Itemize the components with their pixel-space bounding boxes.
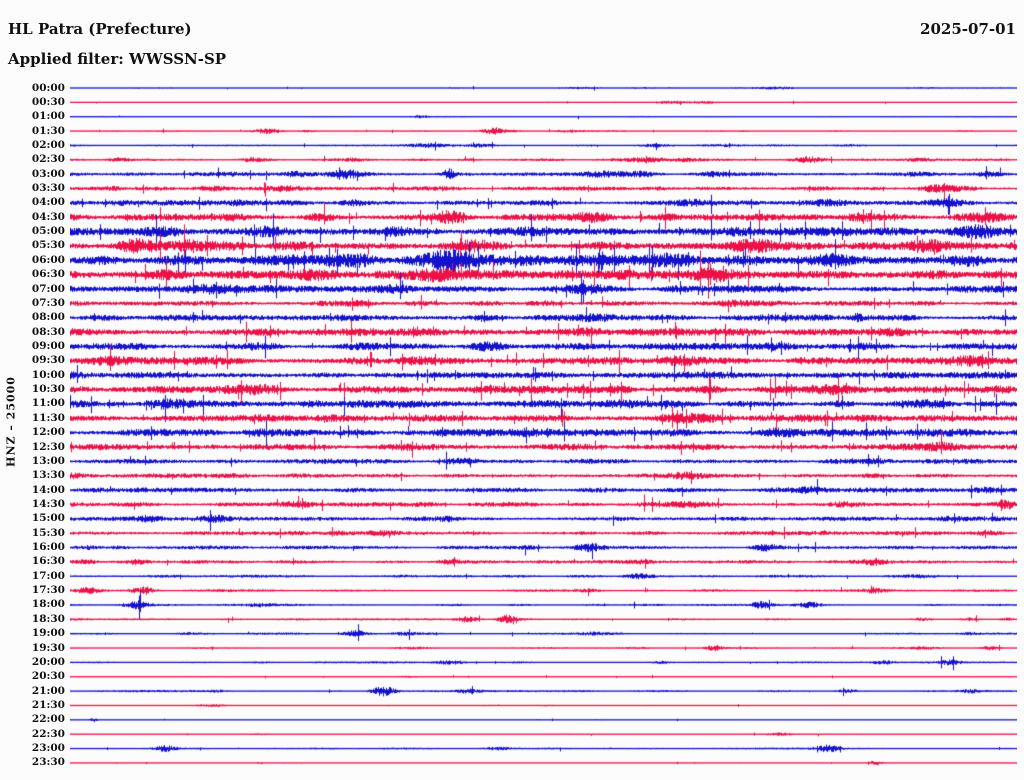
time-label-0730: 07:30 — [31, 296, 65, 309]
station-title: HL Patra (Prefecture) — [8, 20, 192, 38]
time-label-1000: 10:00 — [31, 368, 65, 381]
time-label-0930: 09:30 — [31, 354, 65, 367]
time-label-1400: 14:00 — [31, 483, 65, 496]
time-label-1530: 15:30 — [31, 526, 65, 539]
time-label-1330: 13:30 — [31, 469, 65, 482]
plot-date: 2025-07-01 — [920, 20, 1016, 38]
time-label-0500: 05:00 — [31, 225, 65, 238]
time-label-0400: 04:00 — [31, 196, 65, 209]
time-label-1830: 18:30 — [31, 612, 65, 625]
time-label-2330: 23:30 — [31, 756, 65, 769]
applied-filter-label: Applied filter: WWSSN-SP — [8, 50, 227, 68]
time-label-2100: 21:00 — [31, 684, 65, 697]
time-label-1730: 17:30 — [31, 584, 65, 597]
time-label-0630: 06:30 — [31, 268, 65, 281]
time-label-0830: 08:30 — [31, 325, 65, 338]
time-label-1030: 10:30 — [31, 383, 65, 396]
time-label-1930: 19:30 — [31, 641, 65, 654]
time-label-0200: 02:00 — [31, 138, 65, 151]
time-label-0900: 09:00 — [31, 339, 65, 352]
time-label-2030: 20:30 — [31, 670, 65, 683]
time-axis-labels: 00:00 00:30 01:00 01:30 02:00 02:30 03:00 03:30… — [0, 0, 65, 780]
time-label-0130: 01:30 — [31, 124, 65, 137]
time-label-2000: 20:00 — [31, 655, 65, 668]
time-label-1230: 12:30 — [31, 440, 65, 453]
time-label-0100: 01:00 — [31, 110, 65, 123]
time-label-1700: 17:00 — [31, 569, 65, 582]
time-label-1900: 19:00 — [31, 627, 65, 640]
time-label-0000: 00:00 — [31, 81, 65, 94]
time-label-0430: 04:30 — [31, 210, 65, 223]
time-label-1800: 18:00 — [31, 598, 65, 611]
time-label-1630: 16:30 — [31, 555, 65, 568]
time-label-1200: 12:00 — [31, 426, 65, 439]
time-label-1600: 16:00 — [31, 541, 65, 554]
time-label-0230: 02:30 — [31, 153, 65, 166]
time-label-2230: 22:30 — [31, 727, 65, 740]
time-label-1430: 14:30 — [31, 497, 65, 510]
time-label-1100: 11:00 — [31, 397, 65, 410]
time-label-0030: 00:30 — [31, 95, 65, 108]
time-label-0800: 08:00 — [31, 311, 65, 324]
time-label-2130: 21:30 — [31, 698, 65, 711]
time-label-1130: 11:30 — [31, 411, 65, 424]
time-label-1500: 15:00 — [31, 512, 65, 525]
time-label-0530: 05:30 — [31, 239, 65, 252]
helicorder-canvas — [70, 80, 1017, 777]
time-label-2300: 23:00 — [31, 742, 65, 755]
time-label-0700: 07:00 — [31, 282, 65, 295]
time-label-1300: 13:00 — [31, 454, 65, 467]
time-label-0330: 03:30 — [31, 182, 65, 195]
time-label-0300: 03:00 — [31, 167, 65, 180]
time-label-0600: 06:00 — [31, 253, 65, 266]
time-label-2200: 22:00 — [31, 713, 65, 726]
